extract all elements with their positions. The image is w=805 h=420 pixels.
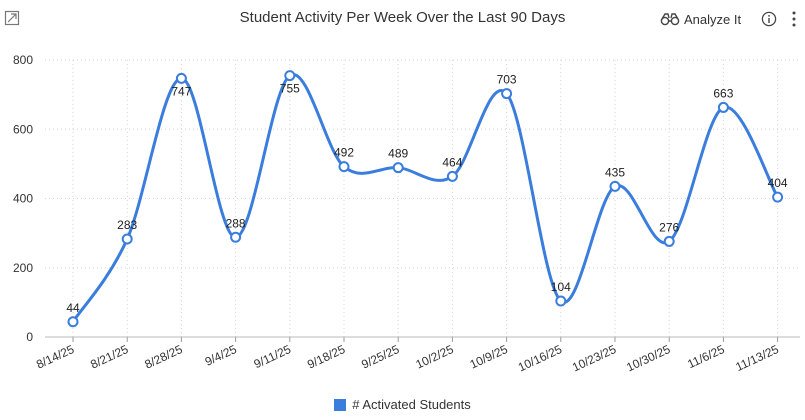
expand-icon[interactable]: [4, 10, 20, 26]
data-label: 747: [171, 84, 191, 98]
x-tick-label: 11/13/25: [733, 342, 781, 374]
x-tick-label: 8/14/25: [34, 342, 76, 372]
data-label: 663: [713, 86, 733, 100]
data-label: 288: [226, 216, 246, 230]
y-tick-label: 0: [26, 330, 33, 344]
legend-swatch: [334, 398, 347, 411]
x-tick-label: 10/16/25: [516, 342, 565, 375]
info-icon[interactable]: [761, 11, 777, 27]
data-point: [121, 233, 133, 245]
analyze-it-label: Analyze It: [684, 11, 742, 27]
y-tick-label: 200: [13, 261, 33, 275]
data-point: [555, 295, 567, 307]
data-label: 464: [442, 155, 462, 169]
more-vertical-icon[interactable]: [790, 10, 798, 28]
x-tick-label: 10/30/25: [624, 342, 673, 375]
data-point: [501, 88, 513, 100]
x-tick-label: 9/25/25: [359, 342, 401, 372]
y-tick-label: 400: [13, 192, 33, 206]
x-tick-label: 9/11/25: [252, 342, 294, 371]
data-point: [338, 161, 350, 173]
data-label: 283: [117, 218, 137, 232]
binoculars-icon: [660, 13, 680, 26]
data-point: [609, 180, 621, 192]
data-label: 755: [280, 82, 300, 96]
y-tick-label: 800: [13, 53, 33, 67]
data-point: [284, 70, 296, 82]
x-tick-label: 8/28/25: [142, 342, 184, 372]
data-label: 489: [388, 147, 408, 161]
legend-label: # Activated Students: [352, 397, 471, 412]
analyze-it-button[interactable]: Analyze It: [660, 9, 741, 29]
chart-legend[interactable]: # Activated Students: [0, 397, 805, 412]
data-point: [717, 101, 729, 113]
data-label: 492: [334, 146, 354, 160]
y-tick-label: 600: [13, 122, 33, 136]
x-tick-label: 9/18/25: [305, 342, 347, 372]
x-tick-label: 10/2/25: [413, 342, 455, 372]
x-tick-label: 10/23/25: [570, 342, 619, 375]
data-label: 276: [659, 220, 679, 234]
data-point: [446, 170, 458, 182]
data-label: 404: [768, 176, 788, 190]
x-tick-label: 11/6/25: [685, 342, 727, 371]
x-tick-label: 9/4/25: [203, 342, 239, 369]
data-point: [663, 235, 675, 247]
data-point: [67, 316, 79, 328]
data-label: 703: [497, 73, 517, 87]
data-point: [392, 162, 404, 174]
x-tick-label: 10/9/25: [468, 342, 510, 372]
data-label: 435: [605, 165, 625, 179]
data-label: 104: [551, 280, 571, 294]
data-point: [772, 191, 784, 203]
data-point: [230, 231, 242, 243]
data-point: [175, 72, 187, 84]
data-label: 44: [66, 301, 80, 315]
x-tick-label: 8/21/25: [88, 342, 130, 372]
